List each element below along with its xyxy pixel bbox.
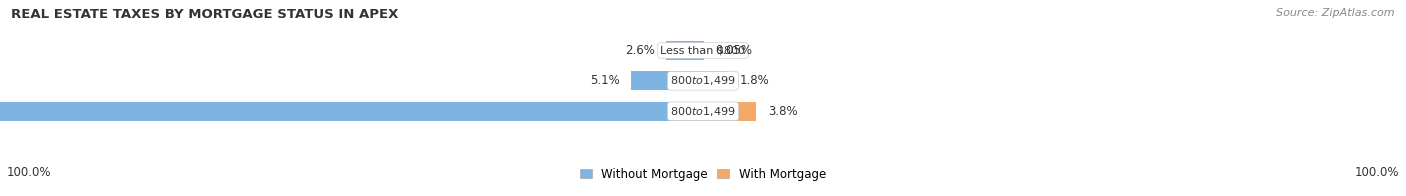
Bar [703, 102, 756, 121]
Bar [0, 102, 703, 121]
Text: 5.1%: 5.1% [591, 74, 620, 87]
Text: REAL ESTATE TAXES BY MORTGAGE STATUS IN APEX: REAL ESTATE TAXES BY MORTGAGE STATUS IN … [11, 8, 399, 21]
Bar [631, 71, 703, 90]
Text: 1.8%: 1.8% [740, 74, 769, 87]
Text: Less than $800: Less than $800 [661, 45, 745, 55]
Bar [703, 71, 728, 90]
Bar [666, 41, 703, 60]
Text: 0.05%: 0.05% [714, 44, 752, 57]
Text: 2.6%: 2.6% [626, 44, 655, 57]
Text: $800 to $1,499: $800 to $1,499 [671, 105, 735, 118]
Legend: Without Mortgage, With Mortgage: Without Mortgage, With Mortgage [581, 168, 825, 181]
Text: 3.8%: 3.8% [768, 105, 797, 118]
Text: $800 to $1,499: $800 to $1,499 [671, 74, 735, 87]
Text: 100.0%: 100.0% [1354, 166, 1399, 179]
Text: 100.0%: 100.0% [7, 166, 52, 179]
Text: Source: ZipAtlas.com: Source: ZipAtlas.com [1277, 8, 1395, 18]
